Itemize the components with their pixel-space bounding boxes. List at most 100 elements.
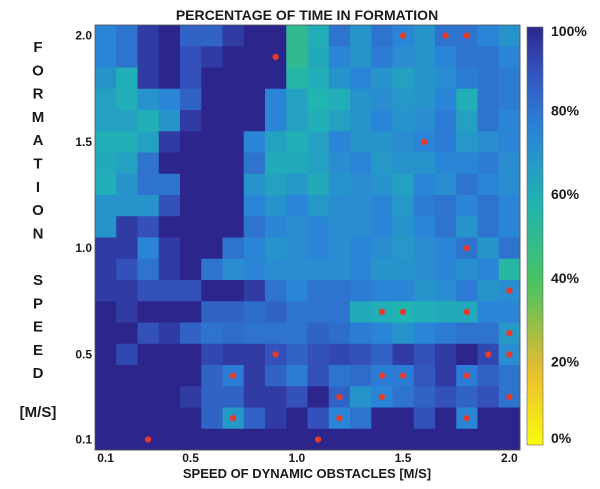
heatmap-cell (180, 237, 202, 260)
heatmap-cell (413, 322, 436, 345)
y-axis-label-letter: P (33, 295, 43, 312)
heatmap-cell (392, 237, 415, 260)
heatmap-cell (477, 152, 500, 175)
heatmap-cell (286, 173, 308, 196)
heatmap-cell (477, 365, 500, 387)
heatmap-cell (307, 365, 330, 387)
heatmap-cell (477, 407, 500, 430)
heatmap-cell (180, 280, 202, 302)
heatmap-cell (392, 46, 415, 68)
heatmap-cell (392, 152, 415, 175)
heatmap-cell (392, 322, 415, 345)
heatmap-cell (307, 237, 330, 260)
heatmap-cell (392, 67, 415, 90)
heatmap-cell (222, 322, 245, 345)
heatmap-cell (243, 131, 266, 153)
heatmap-cell (328, 428, 351, 451)
heatmap-cell (456, 88, 478, 111)
marker-dot (463, 244, 471, 252)
heatmap-cell (201, 216, 223, 238)
heatmap-cell (158, 365, 181, 387)
colorbar-tick-label: 60% (551, 186, 580, 202)
heatmap-cell (180, 365, 202, 387)
heatmap-cell (201, 25, 223, 47)
heatmap-cell (413, 365, 436, 387)
heatmap-cell (265, 216, 287, 238)
heatmap-cell (371, 67, 393, 90)
heatmap-cell (350, 152, 372, 175)
heatmap-cell (371, 280, 393, 302)
heatmap-cell (456, 280, 478, 302)
heatmap-cell (137, 343, 160, 366)
heatmap-cell (116, 280, 138, 302)
heatmap-cell (180, 386, 202, 408)
heatmap-cell (137, 46, 160, 68)
heatmap-cell (137, 258, 160, 281)
y-axis-label-letter: M (32, 109, 45, 126)
heatmap-cell (137, 322, 160, 345)
heatmap-cell (392, 195, 415, 217)
heatmap-cell (307, 258, 330, 281)
heatmap-cell (307, 110, 330, 132)
heatmap-cell (265, 152, 287, 175)
heatmap-cell (95, 407, 117, 430)
heatmap-cell (498, 428, 521, 451)
heatmap-cell (201, 88, 223, 111)
heatmap-cell (307, 88, 330, 111)
heatmap-cell (498, 258, 521, 281)
heatmap-cell (350, 173, 372, 196)
heatmap-cell (222, 195, 245, 217)
heatmap-cell (350, 258, 372, 281)
heatmap-cell (243, 25, 266, 47)
heatmap-cell (413, 216, 436, 238)
heatmap-cell (116, 343, 138, 366)
heatmap-cell (371, 428, 393, 451)
heatmap-cell (116, 386, 138, 408)
heatmap-cell (265, 301, 287, 323)
heatmap-cell (222, 301, 245, 323)
heatmap-cell (350, 25, 372, 47)
heatmap-cell (328, 46, 351, 68)
heatmap-cell (456, 173, 478, 196)
heatmap-cell (265, 195, 287, 217)
heatmap-cell (201, 237, 223, 260)
heatmap-cell (222, 67, 245, 90)
heatmap-cell (243, 195, 266, 217)
heatmap-cell (243, 301, 266, 323)
heatmap-cell (435, 173, 457, 196)
heatmap-cell (328, 237, 351, 260)
heatmap-cell (201, 407, 223, 430)
heatmap-cell (413, 46, 436, 68)
heatmap-cell (95, 322, 117, 345)
colorbar-tick-label: 20% (551, 353, 580, 369)
heatmap-cell (180, 195, 202, 217)
heatmap-cell (201, 301, 223, 323)
heatmap-cell (95, 195, 117, 217)
heatmap-cell (286, 152, 308, 175)
heatmap-cell (158, 428, 181, 451)
heatmap-cell (477, 46, 500, 68)
marker-dot (144, 436, 152, 443)
heatmap-cell (137, 280, 160, 302)
heatmap-cell (413, 195, 436, 217)
heatmap-cell (307, 407, 330, 430)
heatmap-cell (477, 237, 500, 260)
marker-dot (336, 393, 343, 401)
heatmap-cell (371, 25, 393, 47)
heatmap-cell (498, 67, 521, 90)
heatmap-cell (137, 365, 160, 387)
heatmap-cell (201, 386, 223, 408)
heatmap-cell (328, 67, 351, 90)
heatmap-cell (222, 428, 245, 451)
heatmap-cell (158, 173, 181, 196)
heatmap-cell (243, 322, 266, 345)
heatmap-cell (222, 237, 245, 260)
heatmap-cell (435, 216, 457, 238)
heatmap-cell (328, 88, 351, 111)
heatmap-cell (350, 110, 372, 132)
heatmap-cell (350, 216, 372, 238)
heatmap-cell (350, 46, 372, 68)
heatmap-cell (95, 258, 117, 281)
heatmap-cell (201, 322, 223, 345)
